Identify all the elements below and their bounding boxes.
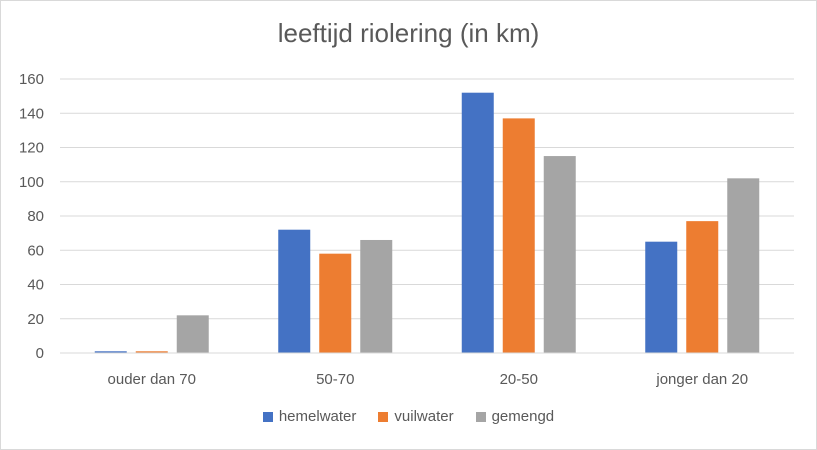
y-tick-label: 120 xyxy=(19,140,44,157)
bar-vuilwater xyxy=(319,253,352,353)
y-tick-label: 140 xyxy=(19,105,44,122)
y-tick-label: 160 xyxy=(19,71,44,88)
y-axis-ticks: 0 20 40 60 80 100 120 140 160 xyxy=(19,71,44,362)
x-category-label: ouder dan 70 xyxy=(108,371,196,388)
bar-vuilwater xyxy=(686,221,719,353)
legend-item-hemelwater: hemelwater xyxy=(262,408,357,425)
legend: hemelwater vuilwater gemengd xyxy=(0,408,817,425)
bar-hemelwater xyxy=(94,351,127,353)
x-category-label: 50-70 xyxy=(316,371,354,388)
legend-label: hemelwater xyxy=(278,408,357,425)
bar-gemengd xyxy=(727,178,760,353)
y-tick-label: 60 xyxy=(27,242,44,259)
y-tick-label: 80 xyxy=(27,208,44,225)
bar-vuilwater xyxy=(135,351,168,353)
y-tick-label: 20 xyxy=(27,311,44,328)
x-category-label: jonger dan 20 xyxy=(655,371,748,388)
gridlines xyxy=(60,78,794,320)
bar-vuilwater xyxy=(502,118,535,353)
legend-label: gemengd xyxy=(491,408,555,425)
y-tick-label: 100 xyxy=(19,174,44,191)
bar-hemelwater xyxy=(645,241,678,353)
legend-label: vuilwater xyxy=(394,408,454,425)
chart-title: leeftijd riolering (in km) xyxy=(277,18,540,48)
y-tick-label: 40 xyxy=(27,277,44,294)
bar-gemengd xyxy=(360,239,393,353)
bar-hemelwater xyxy=(278,229,311,353)
x-category-label: 20-50 xyxy=(500,371,538,388)
legend-swatch xyxy=(475,411,486,422)
bar-gemengd xyxy=(176,315,209,353)
bar-hemelwater xyxy=(461,92,494,353)
y-tick-label: 0 xyxy=(36,345,44,362)
legend-swatch xyxy=(378,411,389,422)
bars xyxy=(94,92,760,353)
legend-item-vuilwater: vuilwater xyxy=(378,408,454,425)
legend-item-gemengd: gemengd xyxy=(475,408,555,425)
x-axis-categories: ouder dan 70 50-70 20-50 jonger dan 20 xyxy=(108,371,749,388)
legend-swatch xyxy=(262,411,273,422)
bar-gemengd xyxy=(543,156,576,353)
